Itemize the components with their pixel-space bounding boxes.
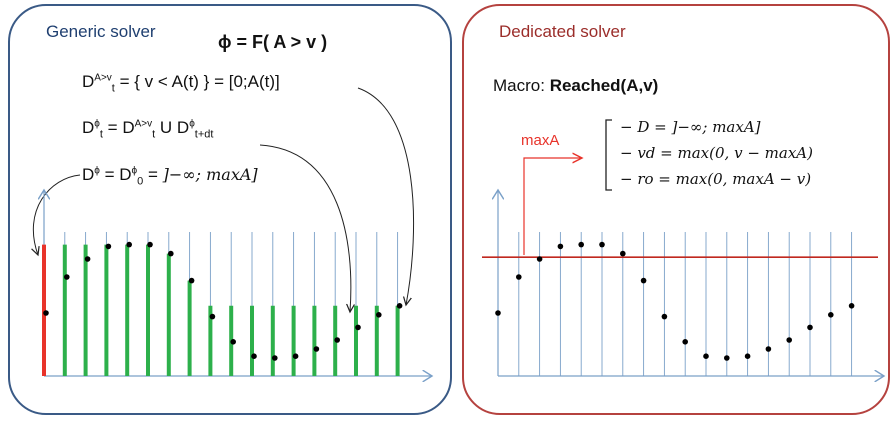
right-sample-point (536, 256, 543, 262)
left-sample-point (209, 313, 216, 320)
l2-sub3: t+dt (194, 128, 214, 141)
right-sample-point (495, 310, 501, 316)
macro-name: Reached(A,v) (549, 76, 659, 95)
phi-formula: ϕ = F( A > v ) (218, 32, 328, 52)
arrow-to-first-bar (33, 174, 81, 255)
l2-p2: = D (102, 118, 135, 137)
left-sample-point (313, 346, 320, 352)
maxA-label: maxA (521, 132, 560, 149)
left-sample-point (355, 324, 361, 331)
definitions-bracket (605, 119, 612, 191)
left-sample-point (272, 355, 278, 361)
right-sample-point (682, 339, 688, 345)
l2-sup3: ϕ (189, 118, 195, 130)
l2-sup1: ϕ (94, 118, 100, 130)
left-sample-point (147, 241, 153, 248)
generic-solver-panel (8, 4, 452, 415)
left-sample-point (251, 353, 257, 360)
l3-sup2: ϕ (131, 165, 138, 177)
l3-sup1: ϕ (94, 165, 100, 177)
l3-p1: D (82, 165, 95, 184)
right-sample-point (807, 324, 813, 331)
right-sample-point (516, 274, 522, 280)
right-sample-point (557, 243, 564, 250)
def-ro: − ro = max(0, maxA − v) (620, 170, 812, 188)
left-chart (43, 190, 432, 376)
l3-sub2: 0 (137, 175, 144, 188)
left-sample-point (43, 310, 49, 316)
maxA-arrow (523, 158, 582, 255)
left-sample-point (230, 339, 236, 345)
left-sample-point (168, 250, 174, 257)
left-sample-point (105, 243, 112, 250)
def-domain: − D = ]−∞; maxA] (620, 118, 761, 136)
left-sample-point (84, 256, 91, 262)
arrow-line2-to-bar (259, 144, 351, 312)
arrow-line1-to-bar (357, 87, 414, 305)
left-sample-point (292, 353, 299, 360)
left-sample-point (126, 241, 132, 248)
right-sample-point (620, 250, 626, 257)
right-sample-point (578, 241, 584, 248)
l3-interval: ]−∞; maxA] (162, 165, 258, 184)
right-sample-point (828, 312, 834, 318)
left-sample-point (396, 303, 403, 309)
l1-sup: A>v (94, 72, 112, 84)
right-sample-point (848, 303, 855, 309)
right-sample-point (703, 353, 709, 360)
l3-p3: = (143, 165, 163, 184)
left-sample-point (188, 277, 195, 284)
def-vd: − vd = max(0, v − maxA) (620, 144, 813, 162)
right-sample-point (661, 313, 668, 320)
right-sample-point (786, 337, 792, 343)
l3-p2: = D (99, 165, 132, 184)
left-sample-point (334, 337, 341, 343)
l2-sub1: t (99, 128, 103, 141)
l1-sub: t (111, 82, 115, 95)
dedicated-solver-panel (462, 4, 890, 415)
left-sample-point (376, 312, 382, 318)
right-sample-point (744, 353, 751, 360)
right-sample-point (765, 346, 772, 352)
right-chart (482, 190, 884, 376)
domain-line-2: Dϕt = DA>vt U Dϕt+dt (82, 118, 213, 140)
l2-p1: D (82, 118, 95, 137)
dedicated-solver-title: Dedicated solver (499, 22, 626, 41)
l1-post: = { v < A(t) } = [0;A(t)] (114, 72, 280, 91)
macro-line: Macro: Reached(A,v) (493, 76, 658, 96)
right-sample-point (724, 355, 730, 361)
domain-line-1: DA>vt = { v < A(t) } = [0;A(t)] (82, 72, 280, 94)
macro-label: Macro: (493, 76, 550, 95)
l2-p3: U D (155, 118, 190, 137)
generic-solver-title: Generic solver (46, 22, 156, 41)
l2-sup2: A>v (134, 118, 153, 130)
right-sample-point (599, 241, 605, 248)
l1-d: D (82, 72, 95, 91)
left-sample-point (64, 274, 70, 280)
right-sample-point (640, 277, 647, 284)
l2-sub2: t (152, 128, 156, 141)
domain-line-3: Dϕ = Dϕ0 = ]−∞; maxA] (82, 165, 258, 187)
